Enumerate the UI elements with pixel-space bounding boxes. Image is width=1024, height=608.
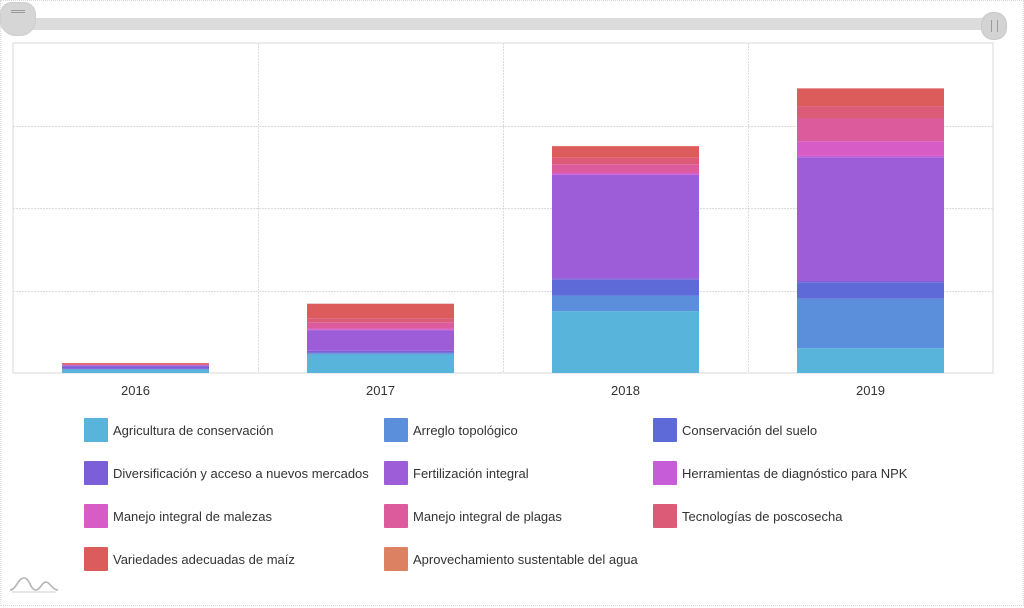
bar-segment[interactable]: [307, 353, 454, 355]
legend-item[interactable]: Fertilización integral: [384, 461, 529, 485]
bar-segment[interactable]: [62, 365, 209, 367]
legend-item[interactable]: Manejo integral de malezas: [84, 504, 272, 528]
bar-segment[interactable]: [307, 350, 454, 353]
bar-segment[interactable]: [797, 155, 944, 158]
grip-icon: [11, 10, 25, 13]
legend-swatch: [384, 418, 408, 442]
range-slider-right-handle[interactable]: [981, 12, 1007, 40]
bar-segment[interactable]: [307, 330, 454, 351]
bar-segment[interactable]: [552, 174, 699, 175]
bar-segment[interactable]: [552, 146, 699, 158]
bar-segment[interactable]: [552, 164, 699, 173]
legend-swatch: [84, 504, 108, 528]
legend-item[interactable]: Variedades adecuadas de maíz: [84, 547, 295, 571]
legend-item[interactable]: Diversificación y acceso a nuevos mercad…: [84, 461, 369, 485]
bar-segment[interactable]: [62, 363, 209, 365]
bar-segment[interactable]: [552, 172, 699, 175]
bar-segment[interactable]: [552, 295, 699, 312]
bar-segment[interactable]: [552, 311, 699, 373]
bar-segment[interactable]: [797, 281, 944, 283]
legend-item[interactable]: Conservación del suelo: [653, 418, 817, 442]
legend-label: Arreglo topológico: [413, 422, 518, 438]
legend-label: Agricultura de conservación: [113, 422, 274, 438]
legend-label: Herramientas de diagnóstico para NPK: [682, 465, 908, 481]
x-tick-label: 2018: [611, 383, 640, 398]
bar-segment[interactable]: [552, 175, 699, 279]
range-slider-track[interactable]: [0, 18, 1000, 30]
legend-item[interactable]: Agricultura de conservación: [84, 418, 273, 442]
legend-label: Tecnologías de poscosecha: [682, 508, 843, 524]
bar-segment[interactable]: [797, 157, 944, 282]
legend-item[interactable]: Herramientas de diagnóstico para NPK: [653, 461, 907, 485]
legend-label: Fertilización integral: [413, 465, 529, 481]
legend-item[interactable]: Aprovechamiento sustentable del agua: [384, 547, 638, 571]
bar-segment[interactable]: [307, 352, 454, 354]
legend-swatch: [653, 461, 677, 485]
bar-segment[interactable]: [797, 298, 944, 349]
legend-label: Aprovechamiento sustentable del agua: [413, 551, 638, 567]
brand-logo-icon: [9, 577, 59, 593]
bar-segment[interactable]: [797, 141, 944, 156]
bar-segment[interactable]: [552, 278, 699, 280]
bar-segment[interactable]: [797, 118, 944, 142]
legend-swatch: [653, 418, 677, 442]
bar-segment[interactable]: [307, 322, 454, 329]
bar-segment[interactable]: [62, 366, 209, 369]
grip-icon: [991, 20, 998, 32]
x-tick-label: 2016: [121, 383, 150, 398]
bar-segment[interactable]: [552, 279, 699, 296]
legend-swatch: [84, 418, 108, 442]
legend-item[interactable]: Tecnologías de poscosecha: [653, 504, 842, 528]
bar-segment[interactable]: [307, 303, 454, 319]
bar-segment[interactable]: [307, 328, 454, 330]
bar-segment[interactable]: [797, 106, 944, 119]
legend-label: Manejo integral de plagas: [413, 508, 562, 524]
legend-item[interactable]: Arreglo topológico: [384, 418, 518, 442]
legend-label: Conservación del suelo: [682, 422, 818, 438]
legend-label: Variedades adecuadas de maíz: [113, 551, 295, 567]
legend-swatch: [384, 547, 408, 571]
legend-item[interactable]: Manejo integral de plagas: [384, 504, 562, 528]
bar-segment[interactable]: [62, 364, 209, 366]
legend-swatch: [84, 461, 108, 485]
chart-bars: [62, 88, 944, 373]
x-tick-label: 2017: [366, 383, 395, 398]
bar-segment[interactable]: [307, 318, 454, 323]
legend-label: Manejo integral de malezas: [113, 508, 272, 524]
bar-segment[interactable]: [797, 348, 944, 373]
legend-swatch: [653, 504, 677, 528]
x-axis-ticks: 2016 2017 2018 2019: [121, 383, 885, 398]
x-tick-label: 2019: [856, 383, 885, 398]
bar-segment[interactable]: [307, 354, 454, 373]
legend-swatch: [84, 547, 108, 571]
legend-swatch: [384, 461, 408, 485]
legend-label: Diversificación y acceso a nuevos mercad…: [113, 465, 369, 481]
bar-segment[interactable]: [797, 88, 944, 107]
bar-segment[interactable]: [552, 157, 699, 165]
legend-swatch: [384, 504, 408, 528]
bar-segment[interactable]: [797, 282, 944, 299]
bar-segment[interactable]: [62, 369, 209, 373]
bar-segment[interactable]: [62, 368, 209, 370]
range-slider-left-handle[interactable]: [0, 2, 36, 36]
